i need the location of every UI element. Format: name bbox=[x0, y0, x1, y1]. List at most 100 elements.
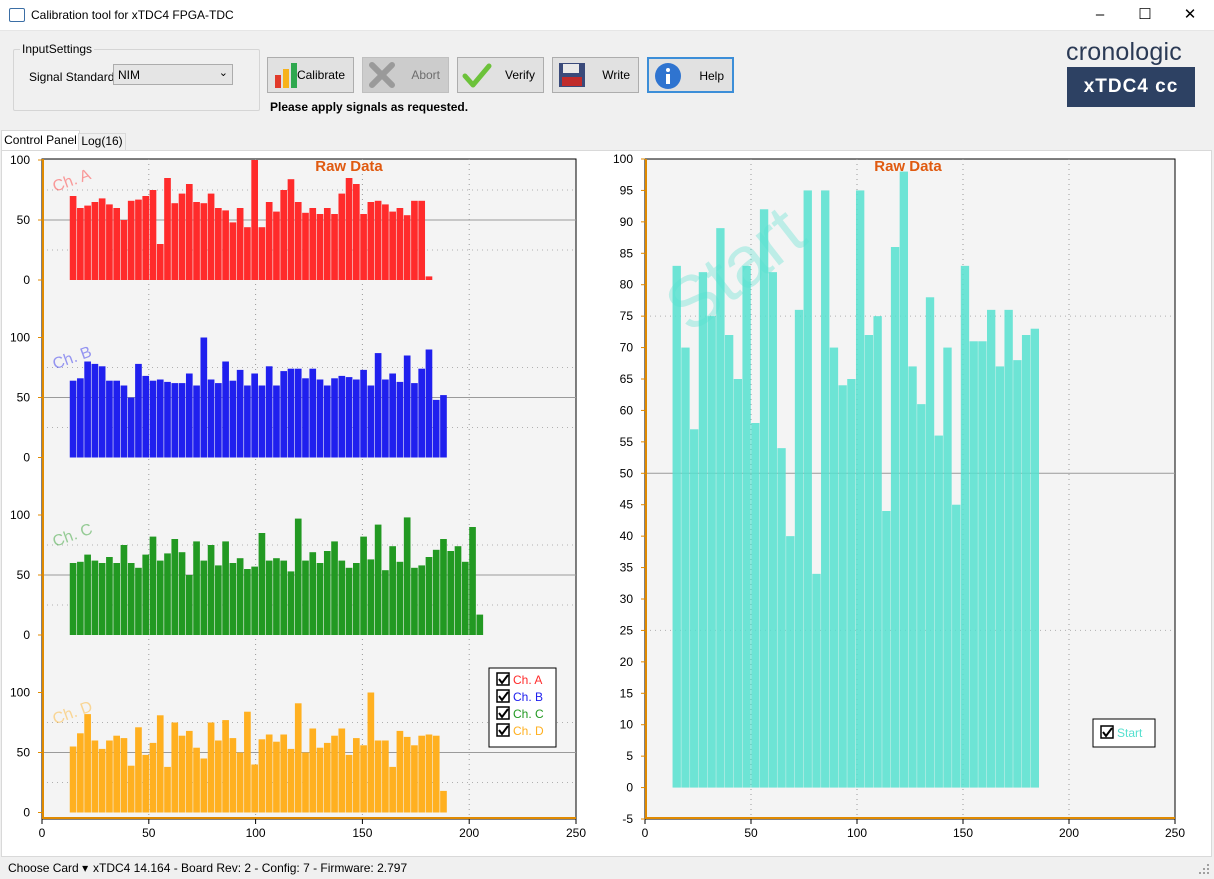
chart-left-bar-chc bbox=[185, 575, 193, 635]
chart-left-bar-chc bbox=[77, 561, 84, 635]
abort-button[interactable]: Abort bbox=[362, 57, 449, 93]
legend-checkbox bbox=[496, 706, 510, 720]
chart-left-bar-cha bbox=[309, 208, 317, 280]
floppy-disk-icon bbox=[559, 63, 585, 87]
chart-left-bar-chb bbox=[113, 380, 121, 458]
chart-left-bar-chd bbox=[360, 745, 367, 813]
chart-right-y-tick-label: 35 bbox=[620, 561, 634, 575]
chart-left-bar-cha bbox=[425, 276, 433, 280]
chart-left-bar-chb bbox=[185, 373, 193, 458]
chart-left-bar-chb bbox=[338, 375, 346, 458]
resize-grip-icon[interactable] bbox=[1199, 864, 1211, 876]
chart-left-bar-chc bbox=[302, 560, 309, 635]
chart-right-bar-start bbox=[821, 190, 830, 788]
chart-right-bar-start bbox=[1030, 328, 1040, 788]
chart-right-bar-start bbox=[698, 272, 708, 788]
chart-left-bar-cha bbox=[215, 208, 222, 280]
chart-right-bar-start bbox=[986, 309, 996, 788]
chart-left-bar-chb bbox=[440, 395, 447, 458]
chart-left-bar-chd bbox=[353, 738, 360, 813]
check-icon bbox=[498, 691, 509, 702]
chart-left-bar-cha bbox=[171, 203, 179, 280]
chart-right-bar-start bbox=[751, 423, 760, 788]
chart-left-bar-chb bbox=[77, 378, 84, 458]
chart-left-bar-cha bbox=[273, 211, 280, 280]
chart-left-bar-chc bbox=[411, 567, 418, 635]
chart-left-x-tick-label: 50 bbox=[142, 826, 156, 840]
verify-button[interactable]: Verify bbox=[457, 57, 544, 93]
chart-left-bar-chc bbox=[280, 560, 288, 635]
chart-left-bar-chb bbox=[69, 380, 77, 458]
chart-left-bar-chb bbox=[207, 379, 215, 458]
chart-right-y-tick-label: -5 bbox=[622, 812, 633, 826]
chart-left-bar-chd bbox=[396, 730, 404, 813]
chart-left-bar-chd bbox=[185, 730, 193, 813]
chart-left-bar-chd bbox=[273, 741, 280, 813]
chart-left-bar-chc bbox=[294, 518, 302, 635]
chart-left-bar-cha bbox=[207, 193, 215, 280]
chart-left-y-tick-label: 0 bbox=[23, 628, 30, 642]
calibrate-button[interactable]: Calibrate bbox=[267, 57, 354, 93]
chart-left-bar-chb bbox=[258, 385, 266, 458]
write-button[interactable]: Write bbox=[552, 57, 639, 93]
chart-left-bar-chc bbox=[389, 546, 396, 635]
chart-right-y-tick-label: 75 bbox=[620, 309, 634, 323]
choose-card-dropdown[interactable]: Choose Card ▾ bbox=[8, 861, 88, 875]
chart-left-bar-chd bbox=[91, 740, 99, 813]
chart-left-bar-chc bbox=[127, 563, 135, 635]
chart-left-bar-chc bbox=[309, 552, 317, 635]
chart-left-bar-chc bbox=[215, 565, 222, 635]
tab-log[interactable]: Log(16) bbox=[78, 133, 126, 150]
input-settings-group bbox=[13, 49, 260, 111]
chart-left-bar-chc bbox=[461, 561, 469, 635]
chart-left-bar-chb bbox=[193, 385, 200, 458]
chart-left-bar-chd bbox=[69, 746, 77, 813]
chart-left-bar-cha bbox=[331, 214, 338, 280]
chart-left-bar-chd bbox=[200, 758, 208, 813]
chart-left-bar-cha bbox=[360, 214, 367, 280]
chart-left-x-tick-label: 200 bbox=[459, 826, 479, 840]
chart-left-bar-chc bbox=[113, 563, 121, 635]
chart-right-x-tick-label: 100 bbox=[847, 826, 867, 840]
chart-left-bar-chc bbox=[367, 559, 375, 635]
chart-left-bar-cha bbox=[91, 202, 99, 280]
chart-right-y-tick-label: 90 bbox=[620, 215, 634, 229]
checkmark-icon bbox=[462, 63, 492, 88]
chart-left-bar-chb bbox=[244, 385, 251, 458]
chart-left-bar-chb bbox=[149, 380, 157, 458]
chart-left-bar-chc bbox=[258, 533, 266, 635]
signal-standard-select[interactable]: NIM ⌄ bbox=[113, 64, 233, 85]
chart-right-bar-start bbox=[742, 265, 751, 788]
write-label: Write bbox=[602, 68, 630, 82]
help-button[interactable]: Help bbox=[647, 57, 734, 93]
chart-right-x-tick-label: 250 bbox=[1165, 826, 1185, 840]
chart-left-bar-cha bbox=[251, 160, 258, 280]
close-button[interactable]: ✕ bbox=[1183, 6, 1197, 23]
legend-checkbox bbox=[496, 672, 510, 686]
chart-right-bar-start bbox=[716, 228, 725, 788]
chart-left-bar-cha bbox=[106, 204, 113, 280]
chart-left-bar-cha bbox=[323, 208, 331, 280]
chart-right-y-tick-label: 30 bbox=[620, 592, 634, 606]
chart-right-y-tick-label: 40 bbox=[620, 529, 634, 543]
tab-control-panel[interactable]: Control Panel bbox=[1, 130, 80, 151]
chart-left-x-tick-label: 0 bbox=[39, 826, 46, 840]
minimize-button[interactable]: – bbox=[1095, 6, 1105, 23]
maximize-button[interactable]: ☐ bbox=[1138, 6, 1152, 23]
chart-left-bar-chd bbox=[258, 739, 266, 813]
chart-right-y-tick-label: 80 bbox=[620, 278, 634, 292]
chart-left-bar-chd bbox=[156, 715, 164, 813]
chart-left-bar-chd bbox=[418, 735, 426, 813]
chart-left-bar-cha bbox=[156, 244, 164, 280]
chart-left-bar-cha bbox=[396, 208, 404, 280]
chart-left-bar-cha bbox=[287, 179, 295, 280]
chart-left-bar-cha bbox=[280, 190, 288, 280]
chart-left-bar-chb bbox=[273, 385, 280, 458]
check-icon bbox=[1102, 727, 1113, 738]
chart-left-y-tick-label: 0 bbox=[23, 451, 30, 465]
chart-left-bar-cha bbox=[374, 200, 382, 280]
chart-left-bar-chd bbox=[106, 740, 113, 813]
chart-left-bar-chd bbox=[280, 734, 288, 813]
chart-left-bar-chd bbox=[411, 745, 418, 813]
